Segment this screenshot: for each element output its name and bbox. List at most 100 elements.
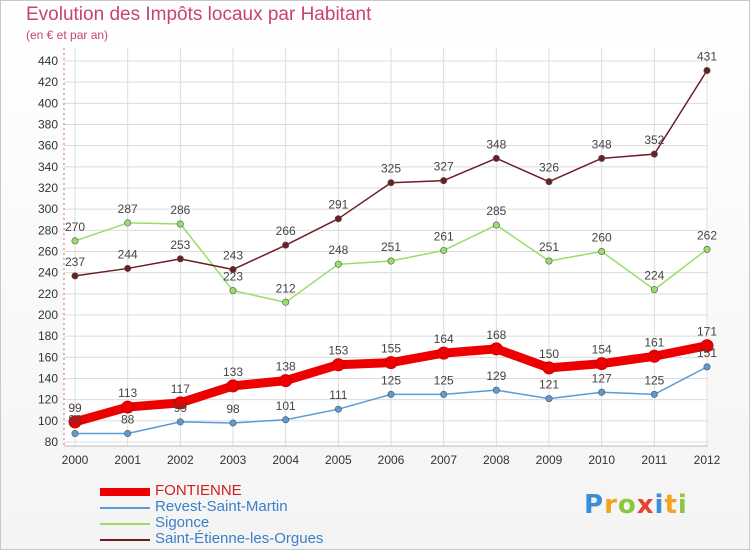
data-point (650, 286, 658, 294)
data-label: 270 (65, 220, 85, 234)
data-label: 99 (174, 401, 188, 415)
logo-letter: i (654, 490, 665, 520)
data-point (545, 257, 553, 265)
data-label: 212 (276, 281, 296, 295)
data-label: 125 (644, 373, 664, 387)
data-label: 251 (539, 240, 559, 254)
data-point (545, 395, 553, 403)
x-tick-label: 2002 (167, 453, 194, 467)
y-tick-label: 340 (38, 160, 58, 174)
x-tick-label: 2008 (483, 453, 510, 467)
proxiti-logo: Proxiti (584, 490, 688, 520)
x-tick-label: 2009 (536, 453, 563, 467)
data-label: 88 (121, 413, 135, 427)
x-tick-label: 2005 (325, 453, 352, 467)
data-label: 121 (539, 378, 559, 392)
y-tick-label: 80 (45, 435, 59, 449)
data-point (703, 245, 711, 253)
data-label: 155 (381, 342, 401, 356)
data-label: 348 (486, 137, 506, 151)
data-point (282, 241, 290, 249)
data-label: 287 (118, 202, 138, 216)
x-tick-label: 2012 (694, 453, 721, 467)
data-label: 253 (170, 238, 190, 252)
data-point (71, 272, 79, 280)
legend-label: Sigonce (155, 514, 210, 531)
data-label: 153 (328, 344, 348, 358)
y-tick-label: 280 (38, 223, 58, 237)
data-label: 327 (434, 160, 454, 174)
data-point (173, 396, 187, 410)
data-point (121, 400, 135, 414)
data-point (71, 237, 79, 245)
data-point (334, 260, 342, 268)
data-label: 161 (644, 335, 664, 349)
data-point (229, 265, 237, 273)
data-point (71, 430, 79, 438)
y-tick-label: 400 (38, 96, 58, 110)
x-tick-label: 2000 (62, 453, 89, 467)
data-point (387, 390, 395, 398)
data-label: 237 (65, 255, 85, 269)
data-label: 291 (328, 198, 348, 212)
legend-label: Saint-Étienne-les-Orgues (155, 530, 324, 547)
data-point (595, 357, 609, 371)
data-label: 129 (486, 369, 506, 383)
data-point (387, 257, 395, 265)
data-label: 325 (381, 162, 401, 176)
data-label: 243 (223, 248, 243, 262)
data-point (387, 179, 395, 187)
y-tick-label: 260 (38, 245, 58, 259)
x-tick-label: 2004 (272, 453, 299, 467)
data-label: 286 (170, 203, 190, 217)
data-point (334, 215, 342, 223)
data-label: 99 (68, 401, 82, 415)
chart-subtitle: (en € et par an) (26, 28, 109, 42)
data-point (384, 356, 398, 370)
data-label: 154 (592, 343, 612, 357)
data-label: 223 (223, 270, 243, 284)
data-label: 266 (276, 224, 296, 238)
data-label: 150 (539, 347, 559, 361)
data-label: 261 (434, 229, 454, 243)
data-point (542, 361, 556, 375)
legend-swatch (100, 539, 150, 541)
data-point (492, 386, 500, 394)
y-tick-label: 220 (38, 287, 58, 301)
data-label: 138 (276, 360, 296, 374)
data-point (440, 390, 448, 398)
data-point (279, 374, 293, 388)
data-point (282, 298, 290, 306)
data-point (703, 67, 711, 75)
data-label: 125 (434, 373, 454, 387)
data-point (124, 219, 132, 227)
legend-swatch (100, 507, 150, 509)
data-point (331, 358, 345, 372)
y-tick-label: 380 (38, 118, 58, 132)
data-label: 244 (118, 247, 138, 261)
data-label: 164 (434, 332, 454, 346)
y-tick-label: 440 (38, 54, 58, 68)
data-point (176, 418, 184, 426)
y-tick-label: 200 (38, 308, 58, 322)
legend-label: FONTIENNE (155, 482, 242, 499)
x-tick-label: 2003 (220, 453, 247, 467)
logo-letter: P (584, 490, 605, 520)
data-point (650, 390, 658, 398)
data-label: 168 (486, 328, 506, 342)
data-point (647, 349, 661, 363)
data-label: 127 (592, 371, 612, 385)
legend-swatch (100, 523, 150, 525)
logo-letter: i (677, 490, 688, 520)
data-label: 113 (118, 386, 137, 400)
data-point (229, 287, 237, 295)
data-point (703, 363, 711, 371)
legend-item: Saint-Étienne-les-Orgues (100, 530, 360, 548)
data-point (598, 388, 606, 396)
data-point (334, 405, 342, 413)
y-tick-label: 160 (38, 350, 58, 364)
legend-label: Revest-Saint-Martin (155, 498, 288, 515)
data-point (176, 255, 184, 263)
logo-letter: t (664, 490, 678, 520)
data-point (598, 248, 606, 256)
